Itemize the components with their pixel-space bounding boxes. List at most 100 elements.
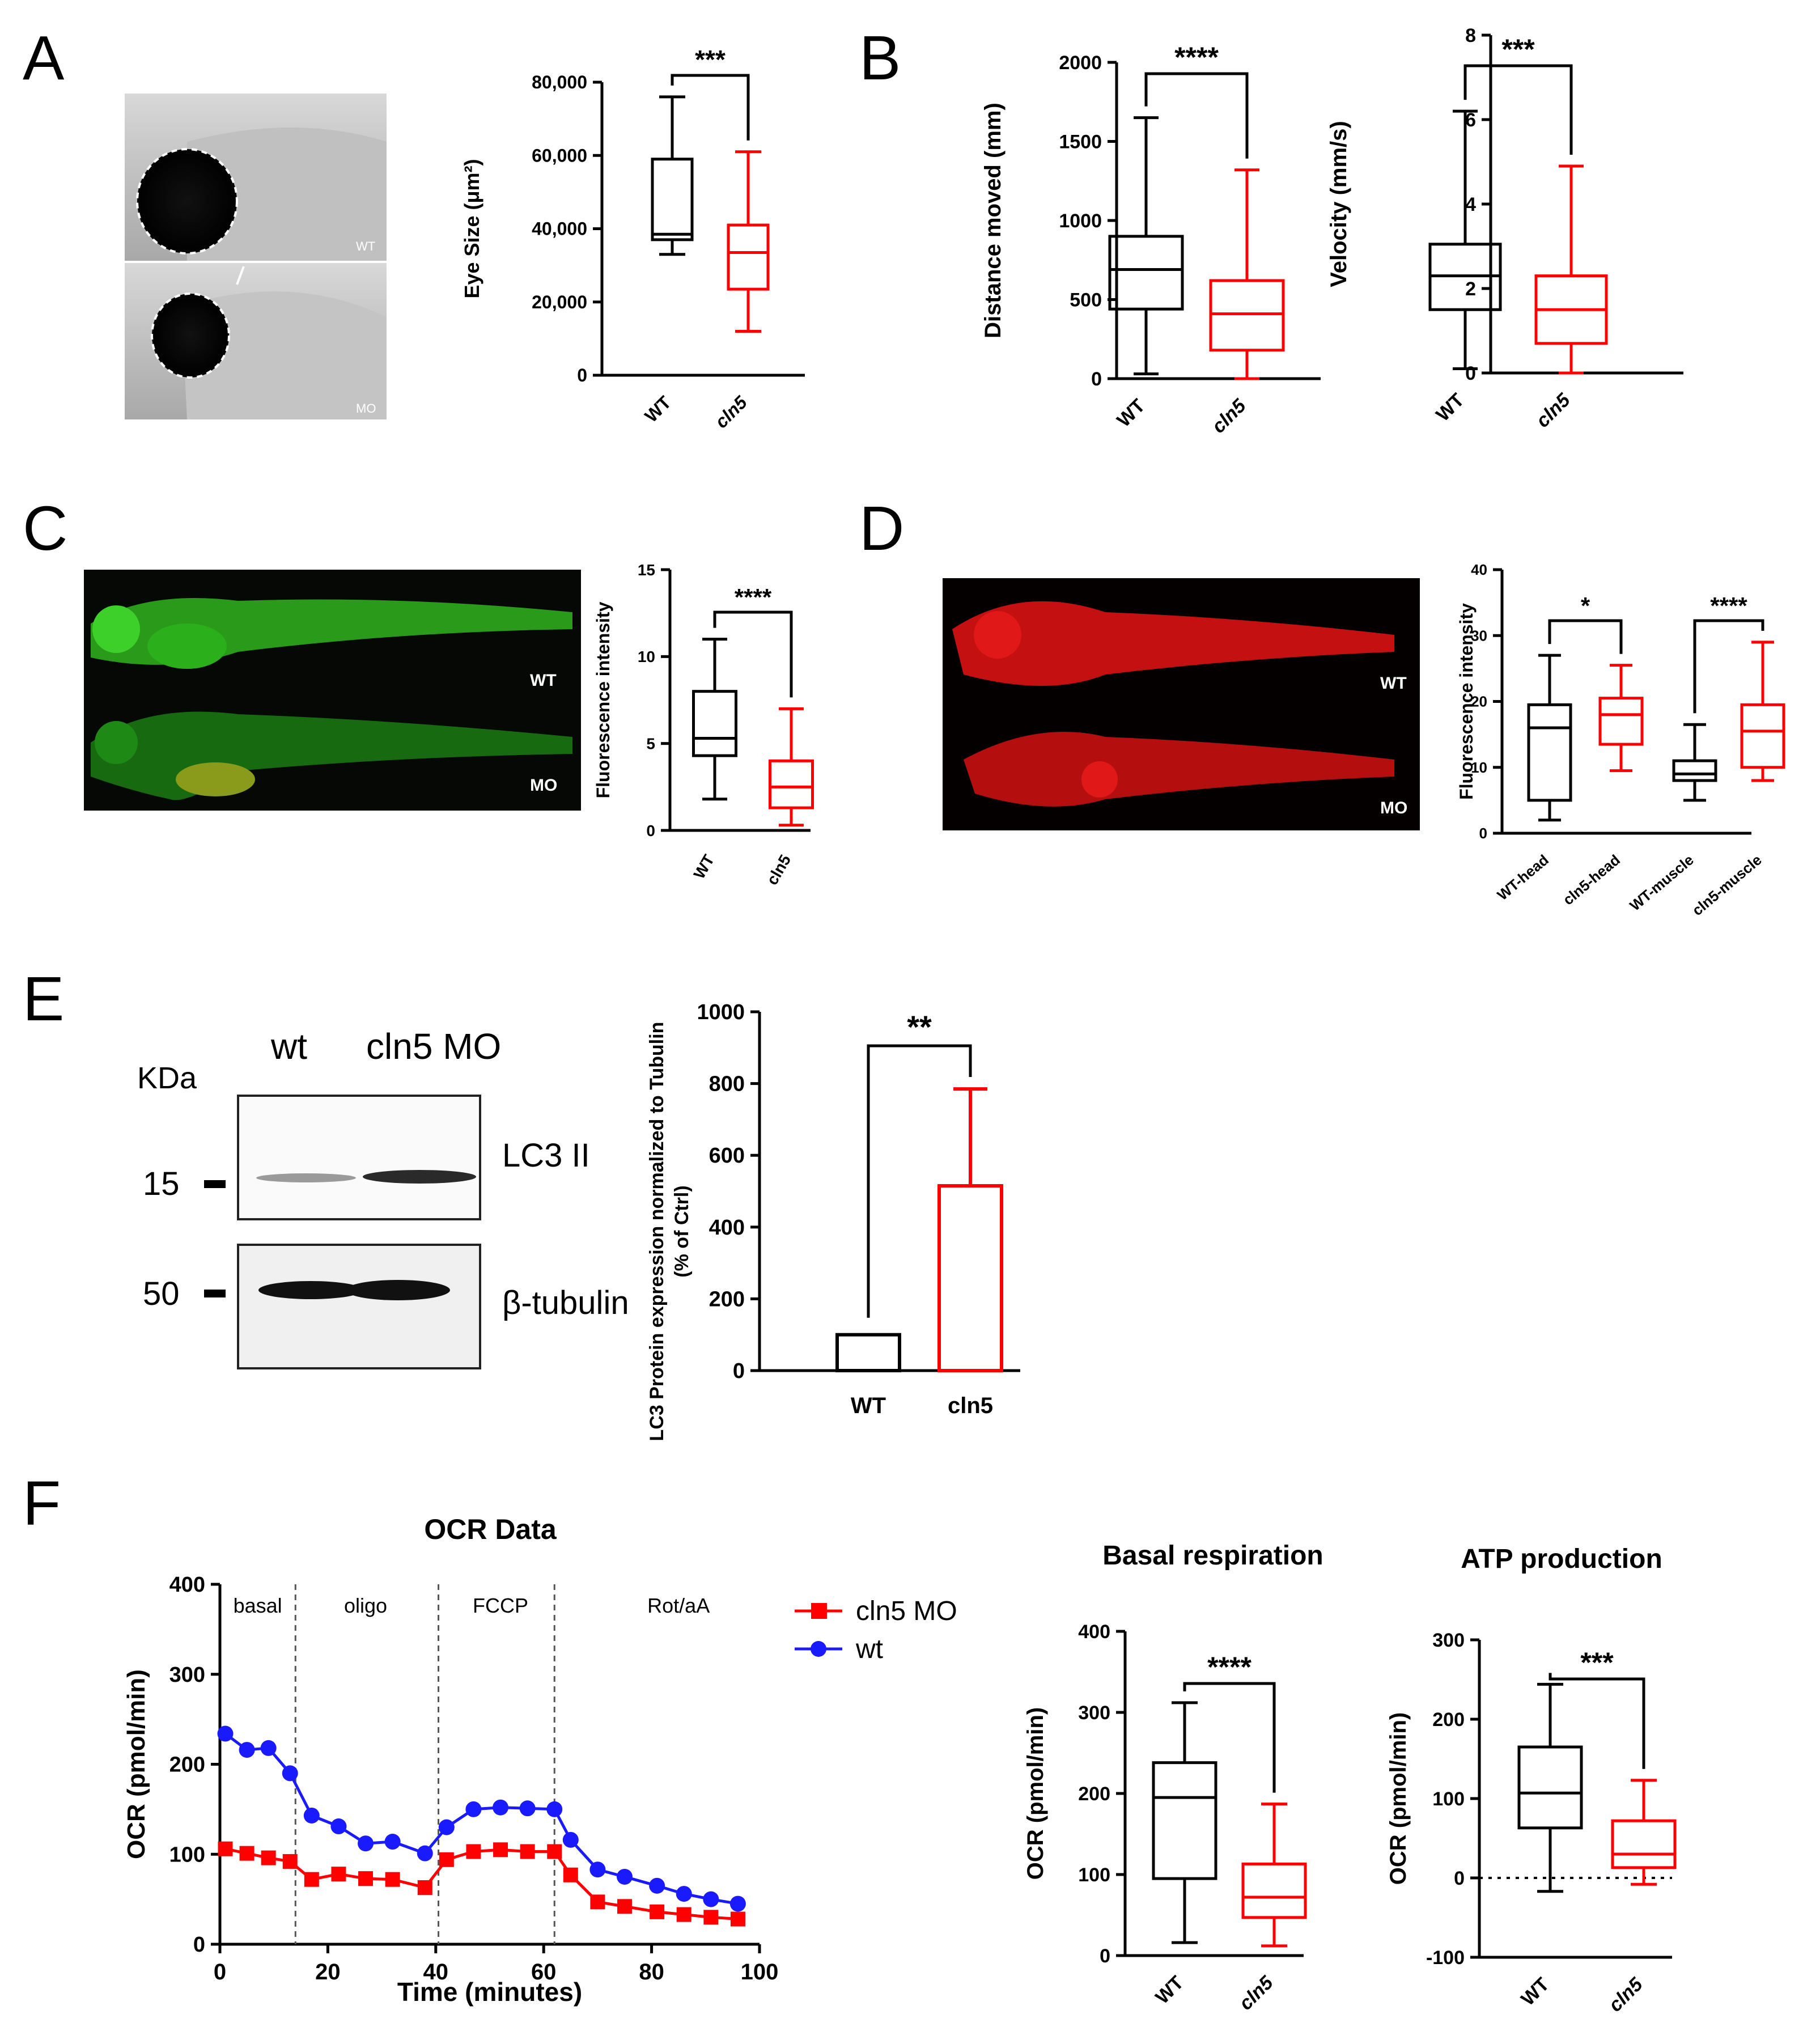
E_bar-significance-label: ** [907, 1009, 932, 1045]
B_distance-box-WT [1108, 116, 1184, 376]
brightfield-label-mo: MO [356, 401, 376, 415]
data-point [438, 1819, 455, 1835]
data-point [303, 1807, 320, 1824]
B_velocity-ytick-label: 0 [1465, 363, 1476, 384]
data-point [358, 1835, 374, 1852]
F_atp-title: ATP production [1461, 1544, 1662, 1574]
B_velocity-ytick-label: 6 [1465, 109, 1476, 131]
B_distance-ytick-label: 500 [1070, 289, 1102, 311]
data-point [546, 1801, 563, 1817]
F_ocr-ytick-label: 200 [169, 1753, 205, 1777]
D_fluor-significance-bracket: **** [1693, 592, 1764, 714]
data-point [282, 1765, 298, 1782]
D_fluor-box-cln5-muscle [1740, 641, 1785, 782]
F_basal-ytick-label: 100 [1078, 1864, 1110, 1886]
data-point [282, 1854, 298, 1869]
C_fluor-box-cln5 [769, 707, 814, 827]
F_ocr-xtick-label: 100 [741, 1960, 779, 1984]
marker-15-tick [204, 1180, 226, 1188]
data-point [331, 1867, 346, 1882]
data-point [703, 1891, 719, 1907]
data-point [439, 1852, 454, 1867]
F_ocr-legend: cln5 MO wt [795, 1596, 957, 1664]
data-point [676, 1886, 692, 1902]
F_ocr-xtick-label: 0 [214, 1960, 226, 1984]
blot-lc3 [237, 1095, 481, 1220]
data-point [385, 1872, 400, 1887]
data-point [261, 1850, 276, 1865]
data-point [617, 1868, 633, 1885]
band-label-lc3: LC3 II [502, 1137, 590, 1174]
data-point [493, 1799, 509, 1816]
A_eye-ytick-label: 20,000 [532, 292, 587, 312]
F_atp-significance-bracket: *** [1549, 1647, 1645, 1769]
F_ocr-series-cln5-MO [218, 1841, 745, 1927]
B_velocity-significance-bracket: *** [1463, 33, 1573, 155]
B_distance-ytick-label: 1000 [1059, 210, 1102, 232]
data-point [519, 1800, 536, 1817]
A_eye-box-WT [651, 95, 694, 256]
F_atp-ytick-label: -100 [1426, 1947, 1465, 1969]
B_distance-ytick-label: 2000 [1059, 52, 1102, 74]
F_atp-xtick-label: WT [1517, 1974, 1553, 2010]
F_atp-ytick-label: 0 [1454, 1868, 1465, 1889]
box-iqr [769, 759, 814, 809]
brightfield-label-wt: WT [356, 239, 375, 253]
F_basal-ytick-label: 200 [1078, 1783, 1110, 1805]
F_ocr-xtick-label: 80 [639, 1960, 664, 1984]
F_atp-ytick-label: 200 [1432, 1709, 1465, 1731]
F_ocr-phase-label: oligo [344, 1594, 387, 1617]
C_fluor-significance-label: **** [735, 584, 772, 610]
fluor-red-label-wt: WT [1380, 674, 1407, 693]
box-iqr [1611, 1819, 1677, 1869]
F_atp-xtick-label: cln5 [1605, 1973, 1648, 2016]
data-point [649, 1877, 665, 1894]
F_ocr-title: OCR Data [424, 1513, 557, 1545]
box-iqr [1598, 697, 1644, 746]
A_eye-axes: 0 20,000 40,000 60,000 80,000 Eye Size (μm²) W… [460, 72, 805, 432]
legend-marker [811, 1603, 827, 1619]
B_distance-xtick-label: WT [1113, 395, 1149, 431]
data-point [617, 1899, 632, 1914]
E_bar-ytick-label: 600 [709, 1144, 745, 1168]
marker-50: 50 [143, 1275, 180, 1312]
data-point [260, 1740, 277, 1756]
band-label-tubulin: β-tubulin [502, 1284, 629, 1321]
F_ocr-ytick-label: 400 [169, 1573, 205, 1597]
B_velocity-significance-label: *** [1501, 33, 1535, 65]
F_basal-xtick-label: WT [1151, 1972, 1187, 2008]
data-point [676, 1907, 691, 1922]
legend-marker [811, 1641, 826, 1657]
D_fluor-ytick-label: 10 [1471, 759, 1487, 776]
F_basal-xtick-label: cln5 [1235, 1971, 1278, 2015]
F_atp-axes: -100 0 100 200 300 OCR (pmol/min) WT cln5 ATP pr… [1386, 1544, 1672, 2016]
data-point [384, 1834, 401, 1850]
F_ocr-phase-label: Rot/aA [647, 1594, 710, 1617]
A_eye-xtick-label: WT [640, 392, 675, 426]
legend-label: wt [855, 1634, 883, 1664]
panel-a-images: WT MO [125, 94, 387, 419]
E_bar-ytick-label: 800 [709, 1072, 745, 1096]
F_atp-ytick-label: 100 [1432, 1788, 1465, 1810]
data-point [217, 1725, 234, 1742]
data-point [239, 1846, 254, 1861]
B_velocity-xtick-label: WT [1432, 389, 1468, 426]
E_bar-ylabel: LC3 Protein expression normalized to Tub… [646, 1022, 668, 1441]
E_bar-bar-cln5 [937, 1184, 1003, 1372]
C_fluor-xtick-label: cln5 [763, 852, 794, 888]
data-point [417, 1880, 432, 1895]
data-point [729, 1895, 746, 1912]
A_eye-ytick-label: 0 [577, 365, 587, 385]
data-point [493, 1842, 508, 1858]
blot-tubulin [237, 1244, 481, 1369]
B_distance-ylabel: Distance moved (mm) [981, 103, 1006, 338]
F_basal-ytick-label: 400 [1078, 1621, 1110, 1643]
data-point [563, 1867, 578, 1882]
B_distance-significance-label: **** [1174, 41, 1219, 73]
F_ocr-xlabel: Time (minutes) [397, 1977, 582, 2007]
E_bar-xtick-label: WT [851, 1393, 886, 1418]
E_bar-ylabel: (% of Ctrl) [671, 1185, 693, 1277]
F_basal-title: Basal respiration [1102, 1541, 1323, 1571]
A_eye-ylabel: Eye Size (μm²) [460, 159, 483, 298]
B_distance-ytick-label: 1500 [1059, 131, 1102, 152]
